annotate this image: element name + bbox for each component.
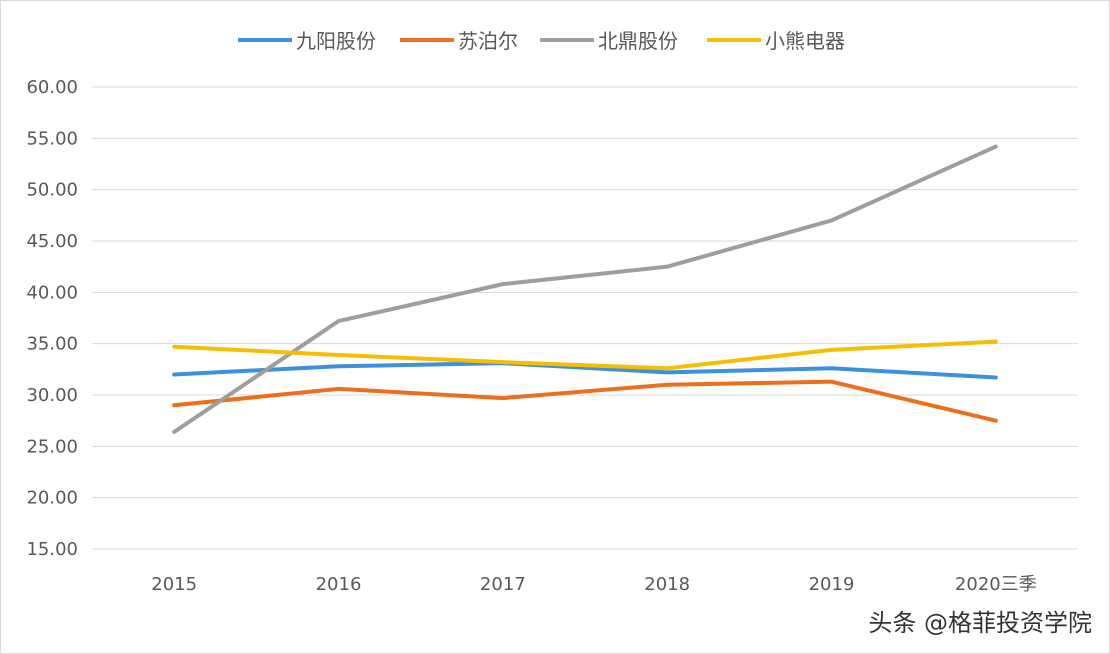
series-line-1	[172, 379, 998, 423]
x-tick-label: 2016	[316, 574, 362, 595]
x-tick-label: 2018	[644, 574, 690, 595]
y-tick-label: 55.00	[26, 128, 78, 149]
y-tick-label: 60.00	[26, 77, 78, 98]
x-tick-label: 2015	[151, 574, 197, 595]
series-line-0	[172, 361, 998, 380]
y-tick-label: 25.00	[26, 436, 78, 457]
series-line-2	[172, 144, 998, 434]
legend-label: 小熊电器	[765, 29, 845, 53]
y-tick-label: 50.00	[26, 180, 78, 201]
y-tick-label: 35.00	[26, 334, 78, 355]
legend-label: 苏泊尔	[458, 29, 518, 53]
y-tick-label: 30.00	[26, 385, 78, 406]
x-tick-label: 2017	[480, 574, 526, 595]
legend-label: 九阳股份	[296, 29, 376, 53]
legend-label: 北鼎股份	[598, 29, 678, 53]
y-tick-label: 45.00	[26, 231, 78, 252]
y-tick-label: 15.00	[26, 539, 78, 560]
x-tick-label: 2019	[809, 574, 855, 595]
y-tick-label: 20.00	[26, 488, 78, 509]
watermark: 头条 @格菲投资学院	[868, 609, 1092, 637]
series-line-3	[172, 339, 998, 371]
y-tick-label: 40.00	[26, 282, 78, 303]
x-tick-label: 2020三季	[955, 574, 1037, 595]
